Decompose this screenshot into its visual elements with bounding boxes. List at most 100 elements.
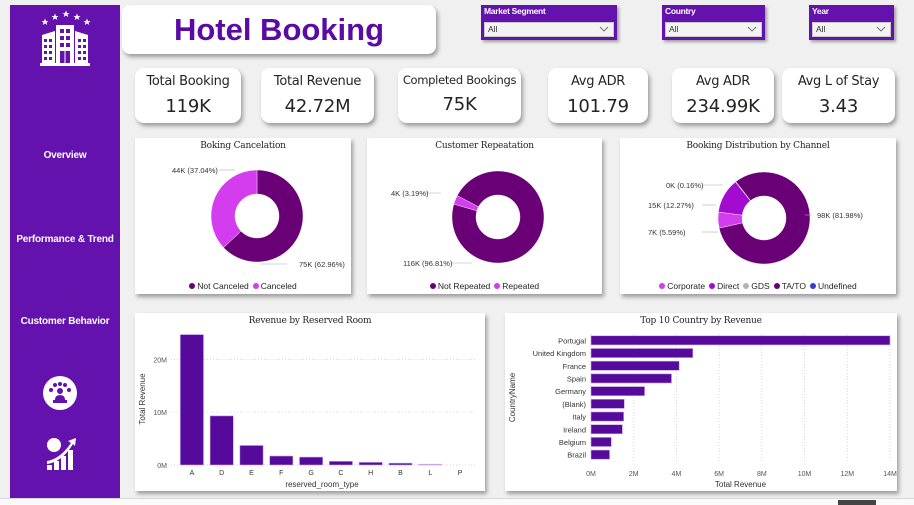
chart-title: Revenue by Reserved Room [248,316,372,326]
dropdown-value: All [816,24,826,34]
legend-label: Not Canceled [197,281,249,291]
bar-belgium[interactable] [590,437,612,447]
bar-united-kingdom[interactable] [590,348,694,358]
donut-slice-not-repeated[interactable] [451,170,545,264]
customer-group-icon[interactable] [43,376,77,410]
growth-chart-icon[interactable] [44,435,78,471]
chevron-down-icon [599,26,609,32]
x-tick-label: D [219,470,224,477]
legend-marker [743,283,750,289]
kpi-avg-adr-2: Avg ADR 234.99K [672,68,774,123]
dropdown-value: All [669,24,679,34]
bar-portugal[interactable] [590,335,891,346]
chart-title: Booking Distribution by Channel [686,141,830,151]
top-country-revenue-chart: Top 10 Country by Revenue 0M 2M 4M 6M 8M 10M 1… [505,313,897,491]
kpi-value: 75K [442,94,477,115]
kpi-value: 101.79 [567,96,629,117]
filter-label: Year [812,6,829,16]
bar-g[interactable] [299,456,324,466]
x-tick-label: 10M [798,471,812,478]
x-tick-label: G [308,470,313,477]
y-axis-title: CountryName [508,372,517,422]
y-tick-label: 20M [153,357,167,364]
y-tick-label: Spain [567,374,586,383]
legend-item-undefined[interactable]: Undefined [809,281,857,291]
filter-market-segment: Market Segment All [481,5,617,40]
chart-legend: Corporate Direct GDS TA/TO Undefined [620,281,896,291]
bar-d[interactable] [209,415,234,466]
legend-item-direct[interactable]: Direct [709,281,739,291]
bar-ireland[interactable] [590,424,623,435]
data-label-not-repeated: 116K (96.81%) [403,259,453,268]
y-tick-label: Portugal [558,336,586,345]
nav-customer-behavior[interactable]: Customer Behavior [20,316,110,327]
x-tick-label: H [368,470,373,477]
y-axis-title: Total Revenue [138,373,147,425]
kpi-label: Total Booking [146,74,230,89]
page-indicator[interactable] [838,500,876,505]
x-tick-label: C [338,470,343,477]
y-tick-label: Brazil [567,451,586,460]
legend-item-repeated[interactable]: Repeated [494,281,539,291]
bar-h[interactable] [358,462,383,466]
chart-legend: Not Canceled Canceled [135,281,351,291]
legend-item-not-canceled[interactable]: Not Canceled [189,281,249,291]
donut-slice-ta-to[interactable] [718,171,811,265]
bar-c[interactable] [328,461,353,466]
kpi-total-booking: Total Booking 119K [135,68,241,123]
legend-item-ta-to[interactable]: TA/TO [773,281,806,291]
data-label-canceled: 44K (37.04%) [172,166,218,175]
filter-country: Country All [662,5,765,40]
kpi-label: Avg ADR [695,74,751,89]
bar-spain[interactable] [590,373,672,384]
legend-label: GDS [751,281,770,291]
y-tick-label: United Kingdom [533,349,586,358]
country-dropdown[interactable]: All [665,22,762,37]
bar-blank[interactable] [590,398,625,409]
legend-item-gds[interactable]: GDS [743,281,770,291]
kpi-avg-length-of-stay: Avg L of Stay 3.43 [782,68,895,123]
donut-slice-canceled[interactable] [210,169,258,248]
legend-label: Canceled [260,281,297,291]
x-tick-label: L [428,470,432,477]
x-tick-label: 2M [629,471,639,478]
legend-item-corporate[interactable]: Corporate [659,281,705,291]
chevron-down-icon [876,26,886,32]
kpi-total-revenue: Total Revenue 42.72M [261,68,374,123]
booking-distribution-chart: Booking Distribution by Channel 7K (5.59… [620,138,896,294]
legend-label: TA/TO [781,281,806,291]
bar-germany[interactable] [590,386,645,397]
filter-label: Market Segment [484,6,546,16]
booking-cancelation-chart: Boking Cancelation 75K (62.96%) 44K (37.0… [135,138,351,294]
legend-marker [494,283,501,289]
legend-item-canceled[interactable]: Canceled [252,281,297,291]
bar-brazil[interactable] [590,449,610,460]
legend-label: Undefined [817,281,857,291]
bar-france[interactable] [590,360,680,371]
data-label-repeated: 4K (3.19%) [391,189,429,198]
bar-b[interactable] [388,462,413,466]
market-segment-dropdown[interactable]: All [484,22,614,37]
bar-italy[interactable] [590,411,624,422]
title-card: Hotel Booking [122,5,436,54]
page-title: Hotel Booking [173,11,385,47]
y-tick-label: (Blank) [562,400,586,409]
legend-item-not-repeated[interactable]: Not Repeated [429,281,490,291]
bottom-scrollbar[interactable] [0,498,914,505]
donut-svg: 116K (96.81%) 4K (3.19%) [391,170,545,268]
bar-e[interactable] [239,445,264,466]
bar-a[interactable] [179,334,204,466]
year-dropdown[interactable]: All [812,22,891,37]
nav-performance-trend[interactable]: Performance & Trend [16,234,114,245]
donut-slice-gds[interactable] [735,181,751,202]
customer-repeatation-chart: Customer Repeatation 116K (96.81%) 4K (3.… [367,138,602,294]
kpi-label: Avg L of Stay [797,74,880,89]
legend-marker [709,283,716,289]
sidebar: Overview Performance & Trend Customer Be… [10,5,120,505]
bar-f[interactable] [269,455,294,466]
legend-label: Repeated [502,281,540,291]
x-tick-label: 14M [883,471,897,478]
bar-l[interactable] [418,463,443,466]
nav-overview[interactable]: Overview [43,150,87,161]
